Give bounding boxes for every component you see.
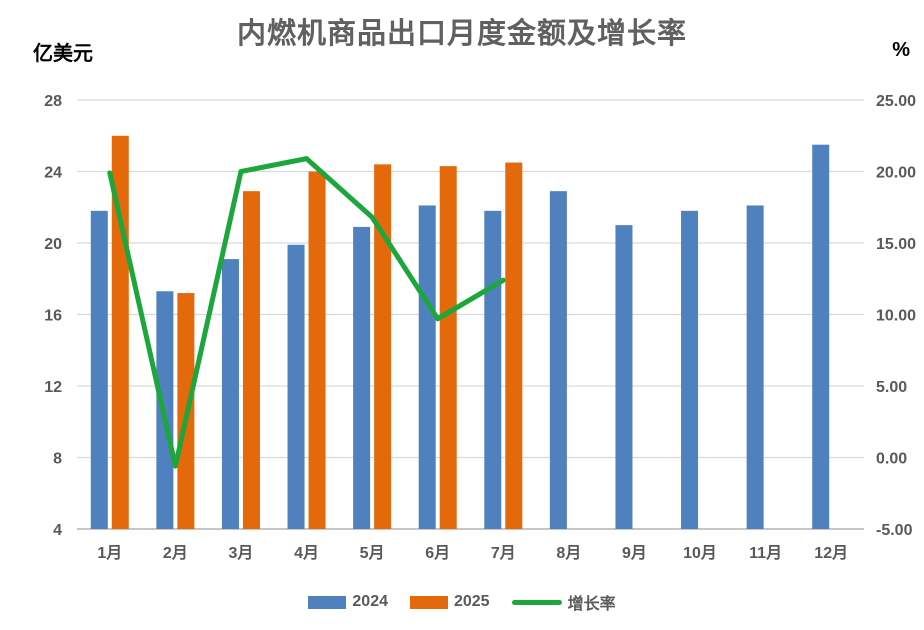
- left-axis-tick: 8: [53, 451, 62, 468]
- bar-2024-7月: [484, 210, 502, 529]
- bar-2024-11月: [746, 205, 764, 529]
- legend-swatch-bar-icon: [409, 595, 448, 609]
- chart-title: 内燃机商品出口月度金额及增长率: [236, 18, 687, 50]
- x-axis-tick: 1月: [97, 544, 122, 562]
- legend-label: 2025: [453, 593, 490, 610]
- legend-swatch-bar-icon: [308, 595, 347, 609]
- bar-2024-9月: [615, 225, 633, 529]
- right-axis-tick: 0.00: [876, 451, 907, 468]
- left-axis-tick: 24: [44, 165, 62, 182]
- bar-2024-1月: [90, 210, 108, 529]
- bar-2024-6月: [418, 205, 436, 529]
- bar-2024-4月: [287, 244, 305, 529]
- x-axis-tick: 8月: [556, 544, 581, 562]
- bar-2025-4月: [308, 171, 326, 529]
- right-axis-tick: 25.00: [876, 93, 916, 110]
- right-axis-unit-label: %: [892, 39, 910, 61]
- bar-2024-10月: [681, 210, 699, 529]
- x-axis-tick: 2月: [163, 544, 188, 562]
- x-axis-tick: 5月: [360, 544, 385, 562]
- legend: 2024 2025 增长率: [0, 590, 924, 614]
- bar-2025-6月: [439, 166, 457, 529]
- bar-2024-3月: [221, 259, 239, 529]
- x-axis-tick: 6月: [425, 544, 450, 562]
- bar-2025-3月: [242, 191, 260, 529]
- x-axis-tick: 4月: [294, 544, 319, 562]
- legend-label: 增长率: [567, 596, 616, 613]
- left-axis-tick: 12: [44, 379, 62, 396]
- x-axis-tick: 7月: [491, 544, 516, 562]
- x-axis-tick: 12月: [814, 544, 848, 562]
- right-axis-tick: 20.00: [876, 165, 916, 182]
- left-axis-tick: 20: [44, 236, 62, 253]
- left-axis-tick: 4: [53, 522, 62, 539]
- legend-item-2024: 2024: [308, 593, 388, 611]
- x-axis-tick: 3月: [229, 544, 254, 562]
- bar-2024-12月: [812, 144, 830, 529]
- legend-item-2025: 2025: [409, 593, 490, 611]
- right-axis-tick: -5.00: [876, 522, 913, 539]
- x-axis-tick: 11月: [749, 544, 782, 562]
- legend-label: 2024: [352, 593, 388, 610]
- growth-rate-line: [107, 156, 506, 469]
- legend-item-增长率: 增长率: [511, 590, 616, 614]
- bar-2025-5月: [374, 164, 392, 529]
- x-axis-tick: 10月: [683, 544, 717, 562]
- left-axis-tick: 28: [44, 93, 62, 110]
- bar-2024-8月: [549, 191, 567, 529]
- left-axis-unit-label: 亿美元: [33, 43, 93, 65]
- right-axis-tick: 15.00: [876, 236, 916, 253]
- left-axis-tick: 16: [44, 308, 62, 325]
- x-axis-tick: 9月: [622, 544, 647, 562]
- right-axis-tick: 10.00: [876, 308, 916, 325]
- legend-swatch-line-icon: [511, 599, 562, 605]
- bar-2025-7月: [505, 162, 523, 529]
- bar-2024-5月: [353, 226, 371, 529]
- right-axis-tick: 5.00: [876, 379, 907, 396]
